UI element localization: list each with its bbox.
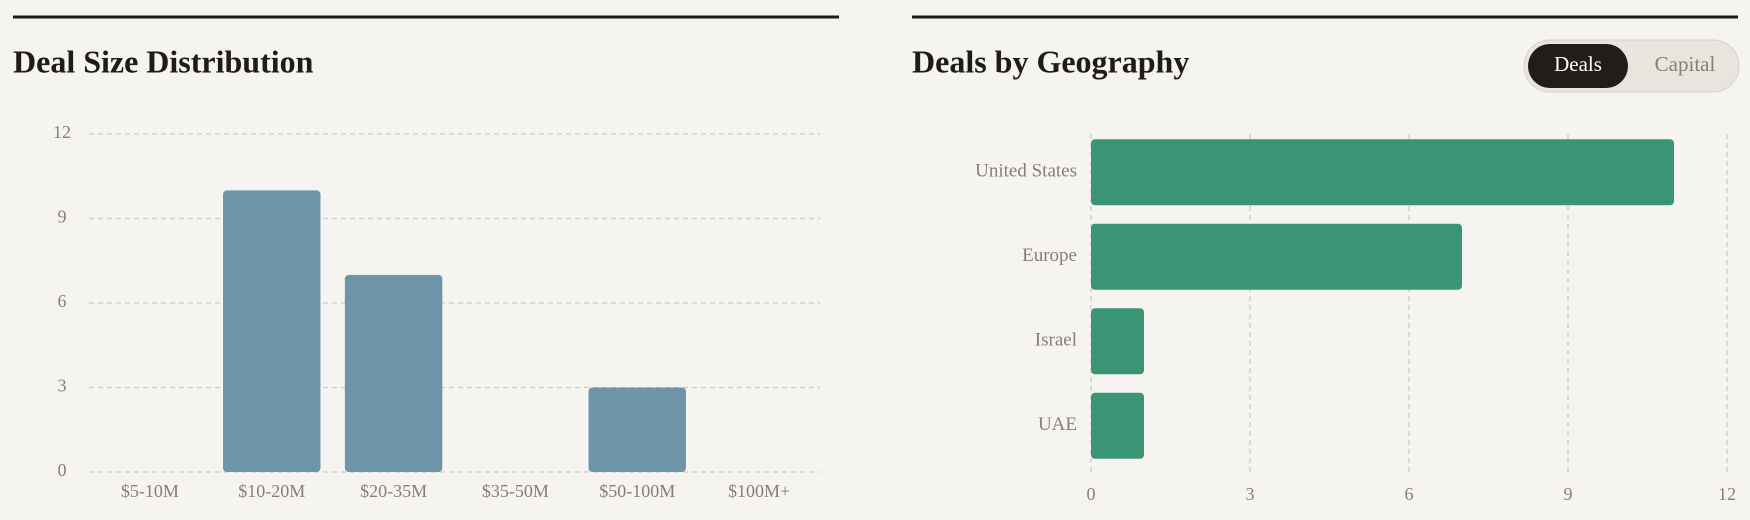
toggle-option[interactable]: Capital [1655, 52, 1716, 76]
y-tick-label: 12 [53, 122, 71, 142]
bar [1091, 392, 1144, 459]
x-tick-label: $5-10M [121, 481, 179, 501]
x-tick-label: $50-100M [599, 481, 675, 501]
y-tick-label: 9 [58, 207, 67, 227]
chart-title: Deals by Geography [912, 43, 1189, 79]
toggle: Deals Capital [1523, 39, 1740, 93]
bar [1091, 223, 1462, 290]
bar [223, 190, 321, 473]
x-tick-label: 0 [1087, 484, 1096, 504]
toggle-active [1528, 44, 1628, 88]
y-tick-label: 0 [58, 460, 67, 480]
toggle-option[interactable]: Deals [1554, 52, 1602, 76]
x-tick-label: $100M+ [728, 481, 790, 501]
x-tick-label: 3 [1246, 484, 1255, 504]
x-tick-label: 12 [1718, 484, 1736, 504]
bar [1091, 308, 1144, 375]
y-tick-label: 6 [58, 291, 67, 311]
y-tick-label: 3 [58, 376, 67, 396]
bar [588, 387, 686, 472]
x-tick-label: 6 [1405, 484, 1414, 504]
x-tick-label: 9 [1564, 484, 1573, 504]
bar [344, 274, 443, 472]
y-tick-label: United States [975, 161, 1077, 182]
y-tick-label: UAE [1038, 414, 1077, 435]
chart-title: Deal Size Distribution [13, 43, 314, 79]
x-tick-label: $10-20M [238, 481, 305, 501]
y-tick-label: Israel [1035, 330, 1077, 351]
bar [1091, 139, 1674, 206]
x-tick-label: $20-35M [360, 481, 427, 501]
x-tick-label: $35-50M [482, 481, 549, 501]
y-tick-label: Europe [1022, 245, 1077, 266]
